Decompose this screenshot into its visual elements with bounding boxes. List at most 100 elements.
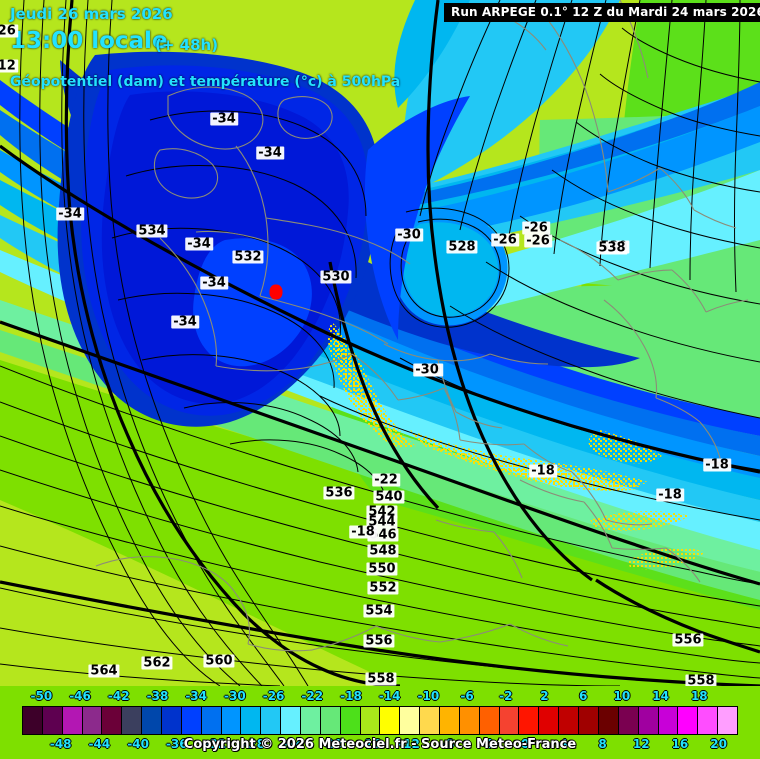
temperature-label: -26	[524, 233, 552, 249]
geopotential-label: 542	[366, 504, 398, 520]
color-scale-swatch	[618, 707, 639, 734]
geopotential-label: 536	[323, 485, 355, 501]
color-scale-swatch	[23, 707, 43, 734]
temperature-label: -18	[349, 524, 377, 540]
scale-tick-label: -40	[127, 737, 149, 751]
color-scale-swatch	[440, 707, 460, 734]
geopotential-label: 528	[446, 239, 478, 255]
geopotential-label: 558	[365, 671, 397, 686]
color-scale-swatch	[380, 707, 401, 734]
geopotential-label: 558	[685, 673, 717, 686]
geopotential-label: 530	[320, 269, 352, 285]
copyright-text: Copyright © 2026 Meteociel.fr - Source M…	[183, 737, 577, 752]
geopotential-label: 564	[88, 663, 120, 679]
scale-tick-label: -28	[243, 737, 266, 751]
scale-tick-label: 6	[579, 689, 588, 703]
color-scale-swatch	[162, 707, 182, 734]
temperature-label: -34	[185, 236, 213, 252]
scale-tick-label: -24	[282, 737, 304, 751]
isolines	[0, 0, 760, 686]
temperature-label: -12	[0, 59, 18, 73]
scale-tick-label: -14	[378, 689, 401, 703]
temperature-label: -18	[656, 487, 684, 503]
scale-tick-label: 12	[632, 737, 650, 751]
scale-tick-label: -16	[359, 737, 382, 751]
color-scale-swatch	[301, 707, 321, 734]
color-scale-bar[interactable]	[22, 706, 738, 735]
color-scale-swatch	[718, 707, 737, 734]
geopotential-label: 554	[363, 603, 395, 619]
scale-tick-label: -34	[185, 689, 207, 703]
geopotential-label: 534	[136, 223, 168, 239]
scale-tick-label: -36	[165, 737, 188, 751]
scale-tick-label: -44	[88, 737, 111, 751]
color-scale-swatch	[142, 707, 163, 734]
geopotential-label: 548	[367, 543, 399, 559]
color-scale-swatch	[698, 707, 719, 734]
color-scale-swatch	[499, 707, 520, 734]
scale-tick-label: -6	[460, 689, 474, 703]
forecast-parameter: Géopotentiel (dam) et température (°c) à…	[10, 74, 401, 90]
scale-tick-label: 0	[520, 737, 530, 751]
temperature-label: -34	[171, 314, 199, 330]
scale-tick-label: 16	[671, 737, 689, 751]
forecast-lead-time: (+ 48h)	[155, 36, 219, 54]
color-scale-swatch	[82, 707, 103, 734]
geopotential-label: 556	[672, 632, 704, 648]
temperature-label: -30	[413, 362, 441, 378]
color-scale-legend: -50 -46 -42 -38 -34 -30 -26 -22 -18 -14 -10 -6 -2 2 6 1…	[0, 686, 760, 759]
color-scale-swatch	[658, 707, 679, 734]
color-scale-swatch	[62, 707, 83, 734]
color-scale-swatch	[102, 707, 123, 734]
geopotential-label: 540	[373, 489, 405, 505]
scale-tick-label: -38	[146, 689, 169, 703]
scale-tick-label: -10	[417, 689, 440, 703]
color-scale-swatch	[181, 707, 202, 734]
scale-tick-label: -20	[320, 737, 343, 751]
scale-tick-label: 10	[613, 689, 631, 703]
color-scale-swatch	[598, 707, 619, 734]
color-scale-swatch	[559, 707, 580, 734]
color-scale-swatch	[678, 707, 699, 734]
scale-tick-label: -42	[107, 689, 130, 703]
scale-tick-label: -46	[69, 689, 91, 703]
color-scale-swatch	[281, 707, 302, 734]
scale-tick-label: -22	[301, 689, 324, 703]
scale-tick-label: 8	[598, 737, 607, 751]
scale-tick-label: -50	[30, 689, 53, 703]
color-scale-swatch	[519, 707, 540, 734]
color-scale-swatch	[400, 707, 421, 734]
weather-map[interactable]: Jeudi 26 mars 2026 13:00 locale (+ 48h) …	[0, 0, 760, 686]
color-scale-swatch	[241, 707, 262, 734]
color-scale-swatch	[201, 707, 222, 734]
scale-tick-label: -4	[479, 737, 494, 751]
scale-tick-label: 14	[652, 689, 669, 703]
scale-tick-label: -30	[224, 689, 246, 703]
color-scale-swatch	[122, 707, 143, 734]
geopotential-label: 556	[363, 633, 395, 649]
color-scale-swatch	[42, 707, 63, 734]
geopotential-label: 560	[203, 653, 235, 669]
color-scale-swatch	[360, 707, 381, 734]
temperature-label: -34	[200, 275, 228, 291]
geopotential-label: 552	[367, 580, 399, 596]
color-scale-swatch	[479, 707, 500, 734]
geopotential-label: 538	[596, 240, 628, 256]
scale-tick-label: -2	[499, 689, 513, 703]
scale-tick-label: 4	[559, 737, 569, 751]
scale-tick-label: -32	[204, 737, 227, 751]
temperature-label: -26	[491, 232, 519, 248]
scale-tick-label: 18	[690, 689, 708, 703]
scale-tick-label: -26	[262, 689, 285, 703]
scale-tick-label: -12	[398, 737, 420, 751]
color-scale-swatch	[221, 707, 242, 734]
scale-tick-label: -18	[340, 689, 362, 703]
color-scale-swatch	[459, 707, 480, 734]
temperature-label: -34	[210, 111, 238, 127]
location-marker[interactable]	[269, 284, 283, 300]
temperature-label: -34	[256, 145, 284, 161]
forecast-date: Jeudi 26 mars 2026	[10, 5, 173, 23]
color-scale-swatch	[320, 707, 341, 734]
temperature-label: -34	[56, 206, 84, 222]
